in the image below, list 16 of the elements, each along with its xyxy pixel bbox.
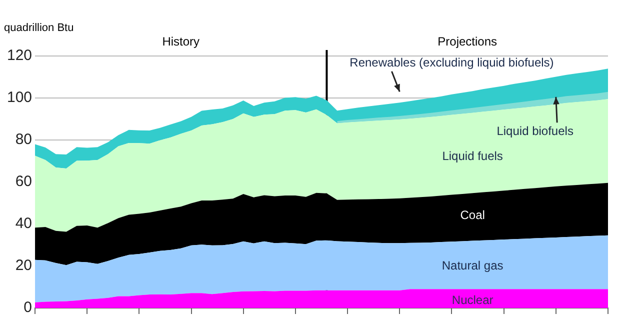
series-label: Nuclear (452, 292, 494, 307)
y-tick-label: 60 (15, 173, 32, 190)
y-tick-label: 100 (6, 89, 32, 106)
y-tick-label: 40 (15, 215, 32, 232)
series-label: Liquid biofuels (496, 124, 574, 138)
series-label: Natural gas (442, 258, 504, 272)
y-tick-label: 80 (15, 131, 32, 148)
text: Projections (438, 34, 498, 48)
y-tick-label: 20 (15, 257, 32, 274)
series-label: Liquid fuels (442, 149, 503, 164)
series-label: Coal (460, 208, 485, 222)
y-axis-title: quadrillion Btu (4, 22, 74, 34)
series-label: Renewables (excluding liquid biofuels) (350, 56, 554, 70)
y-tick-label: 0 (24, 299, 32, 316)
y-tick-label: 120 (6, 47, 32, 64)
text: History (162, 34, 200, 48)
